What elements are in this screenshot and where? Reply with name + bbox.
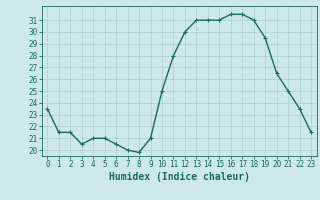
- X-axis label: Humidex (Indice chaleur): Humidex (Indice chaleur): [109, 172, 250, 182]
